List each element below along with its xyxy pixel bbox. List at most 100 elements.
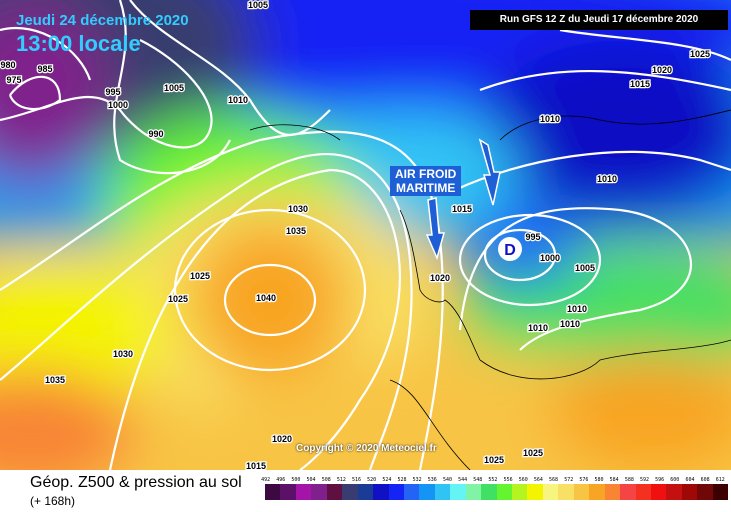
isobar-label: 1000 [108,100,128,110]
scale-tick: 552 [488,477,498,483]
color-scale: 492 496 500 504 508 512 516 520 524 528 532 536 540 5… [258,476,729,500]
forecast-time: 13:00 locale [16,31,141,56]
scale-tick: 604 [685,477,695,483]
annotation-line-2: MARITIME [396,181,456,195]
scale-tick: 524 [382,477,392,483]
forecast-range: (+ 168h) [30,494,76,508]
scale-swatch [295,484,312,500]
isobar-label: 975 [6,75,21,85]
scale-swatch [419,484,435,500]
scale-swatch [712,484,729,500]
cold-air-arrows [425,138,501,261]
run-info: Run GFS 12 Z du Jeudi 17 décembre 2020 [470,10,728,30]
isobar-label: 1025 [523,448,543,458]
scale-ticks: 492 496 500 504 508 512 516 520 524 528 532 536 540 5… [258,476,728,484]
legend-title: Géop. Z500 & pression au sol [30,474,242,491]
scale-tick: 536 [427,477,437,483]
scale-tick: 532 [412,477,422,483]
scale-swatch [450,484,466,500]
scale-tick: 568 [549,477,559,483]
scale-tick: 580 [594,477,604,483]
scale-swatch [496,484,512,500]
scale-swatch [558,484,574,500]
isobar-label: 1015 [246,461,266,470]
isobar-label: 1025 [484,455,504,465]
isobar-label: 985 [37,64,52,74]
scale-swatch [465,484,482,500]
isobar-label: 1010 [540,114,560,124]
isobar-label: 995 [525,232,540,242]
scale-swatch [697,484,713,500]
isobar-label: 980 [0,60,15,70]
scale-tick: 492 [261,477,271,483]
copyright: Copyright © 2020 Meteociel.fr [296,443,437,454]
isobar-label: 1005 [248,0,268,10]
isobar-label: 1005 [164,83,184,93]
weather-map: D 1005 985 980 975 995 1000 1005 1010 990 1025 102… [0,0,731,470]
scale-swatch [666,484,682,500]
scale-tick: 572 [564,477,574,483]
isobar-label: 1035 [286,226,306,236]
scale-swatch [527,484,543,500]
isobar-label: 990 [148,129,163,139]
isobar-label: 1015 [452,204,472,214]
scale-tick: 504 [306,477,316,483]
isobar-label: 1025 [168,294,188,304]
scale-bar [265,484,729,500]
isobar-label: 1020 [430,273,450,283]
scale-tick: 576 [579,477,589,483]
isobar-label: 1020 [272,434,292,444]
scale-swatch [681,484,698,500]
scale-swatch [357,484,374,500]
scale-tick: 600 [670,477,680,483]
isobar-label: 1005 [575,263,595,273]
isobar-label: 1015 [630,79,650,89]
cold-air-annotation: AIR FROID MARITIME [390,166,462,196]
scale-tick: 520 [367,477,377,483]
isobar-label: 1030 [288,204,308,214]
coastlines [249,109,731,470]
geopotential-field [0,0,731,470]
isobar-label: 1020 [652,65,672,75]
scale-tick: 596 [655,477,665,483]
isobar-label: 1010 [560,319,580,329]
isobar-labels: 1005985980975995100010051010990102510201… [0,0,711,470]
scale-swatch [373,484,389,500]
isobar-label: 1025 [190,271,210,281]
scale-swatch [280,484,296,500]
isobar-label: 1025 [690,49,710,59]
isobar-label: 1035 [45,375,65,385]
scale-swatch [388,484,404,500]
isobar-label: 1010 [528,323,548,333]
scale-tick: 564 [533,477,543,483]
scale-tick: 592 [639,477,649,483]
scale-swatch [589,484,605,500]
scale-tick: 544 [458,477,468,483]
scale-tick: 512 [336,477,346,483]
scale-swatch [542,484,559,500]
scale-tick: 496 [276,477,286,483]
isobar-label: 1030 [113,349,133,359]
scale-tick: 556 [503,477,513,483]
low-pressure-symbol: D [504,242,516,259]
scale-tick: 540 [442,477,452,483]
isobar-label: 1010 [597,174,617,184]
scale-tick: 608 [700,477,710,483]
scale-tick: 560 [518,477,528,483]
scale-swatch [265,484,281,500]
scale-swatch [326,484,343,500]
isobar-label: 1010 [228,95,248,105]
low-pressure-marker [498,237,522,261]
scale-swatch [573,484,590,500]
forecast-date: Jeudi 24 décembre 2020 [16,12,189,29]
map-canvas: D 1005 985 980 975 995 1000 1005 1010 990 1025 102… [0,0,731,470]
scale-swatch [342,484,358,500]
scale-swatch [620,484,636,500]
isobar-label: 1010 [567,304,587,314]
scale-tick: 584 [609,477,619,483]
scale-tick: 516 [352,477,362,483]
isobar-label: 1040 [256,293,276,303]
scale-swatch [311,484,327,500]
scale-tick: 500 [291,477,301,483]
scale-tick: 528 [397,477,407,483]
